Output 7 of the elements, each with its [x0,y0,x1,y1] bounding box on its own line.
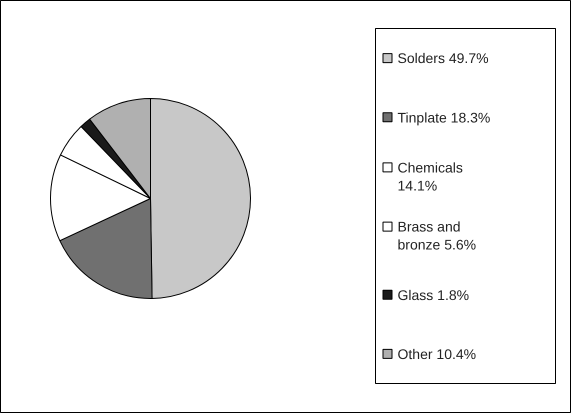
data-label: 14.1% [398,177,438,194]
legend-label: Glass 1.8% [398,286,470,303]
legend-label: Brass and bronze 5.6% [398,218,476,253]
legend-label: Solders 49.7% [398,50,489,66]
legend-label: Other 10.4% [398,346,476,362]
legend-label: Tinplate 18.3% [398,109,490,126]
legend-label: Chemicals [398,159,463,176]
